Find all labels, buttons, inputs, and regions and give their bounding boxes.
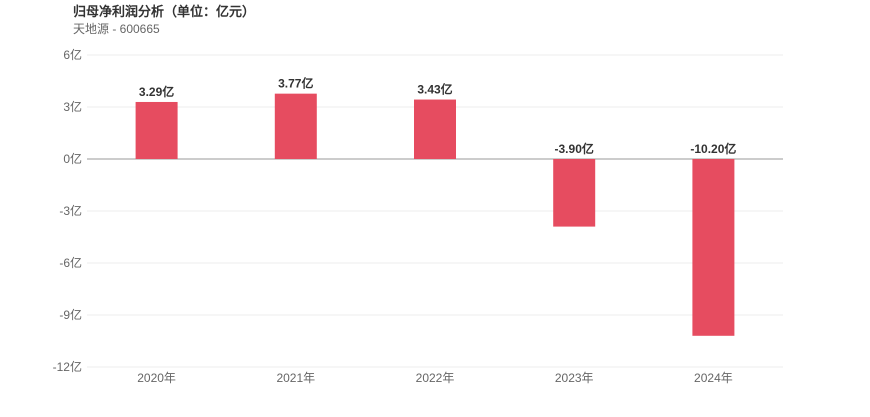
- y-tick-label: 3亿: [63, 99, 82, 114]
- x-tick-label: 2020年: [137, 371, 176, 385]
- data-label: 3.77亿: [278, 76, 313, 91]
- chart-subtitle: 天地源 - 600665: [73, 22, 160, 36]
- chart-title: 归母净利润分析（单位：亿元）: [73, 4, 256, 19]
- x-tick-label: 2023年: [555, 371, 594, 385]
- data-label: 3.43亿: [417, 82, 452, 97]
- data-label: -3.90亿: [555, 141, 594, 156]
- y-tick-label: -9亿: [59, 307, 82, 322]
- y-tick-label: -12亿: [53, 359, 82, 374]
- bar: [692, 159, 735, 336]
- data-label: -10.20亿: [690, 141, 736, 156]
- y-tick-label: -6亿: [59, 255, 82, 270]
- y-tick-label: 0亿: [63, 151, 82, 166]
- y-tick-label: -3亿: [59, 203, 82, 218]
- bar: [135, 101, 178, 159]
- x-tick-label: 2022年: [416, 371, 455, 385]
- bar: [274, 93, 317, 159]
- x-tick-label: 2024年: [694, 371, 733, 385]
- x-tick-label: 2021年: [276, 371, 315, 385]
- bar: [553, 159, 596, 227]
- y-tick-label: 6亿: [63, 47, 82, 62]
- bar: [414, 99, 456, 159]
- data-label: 3.29亿: [139, 84, 174, 99]
